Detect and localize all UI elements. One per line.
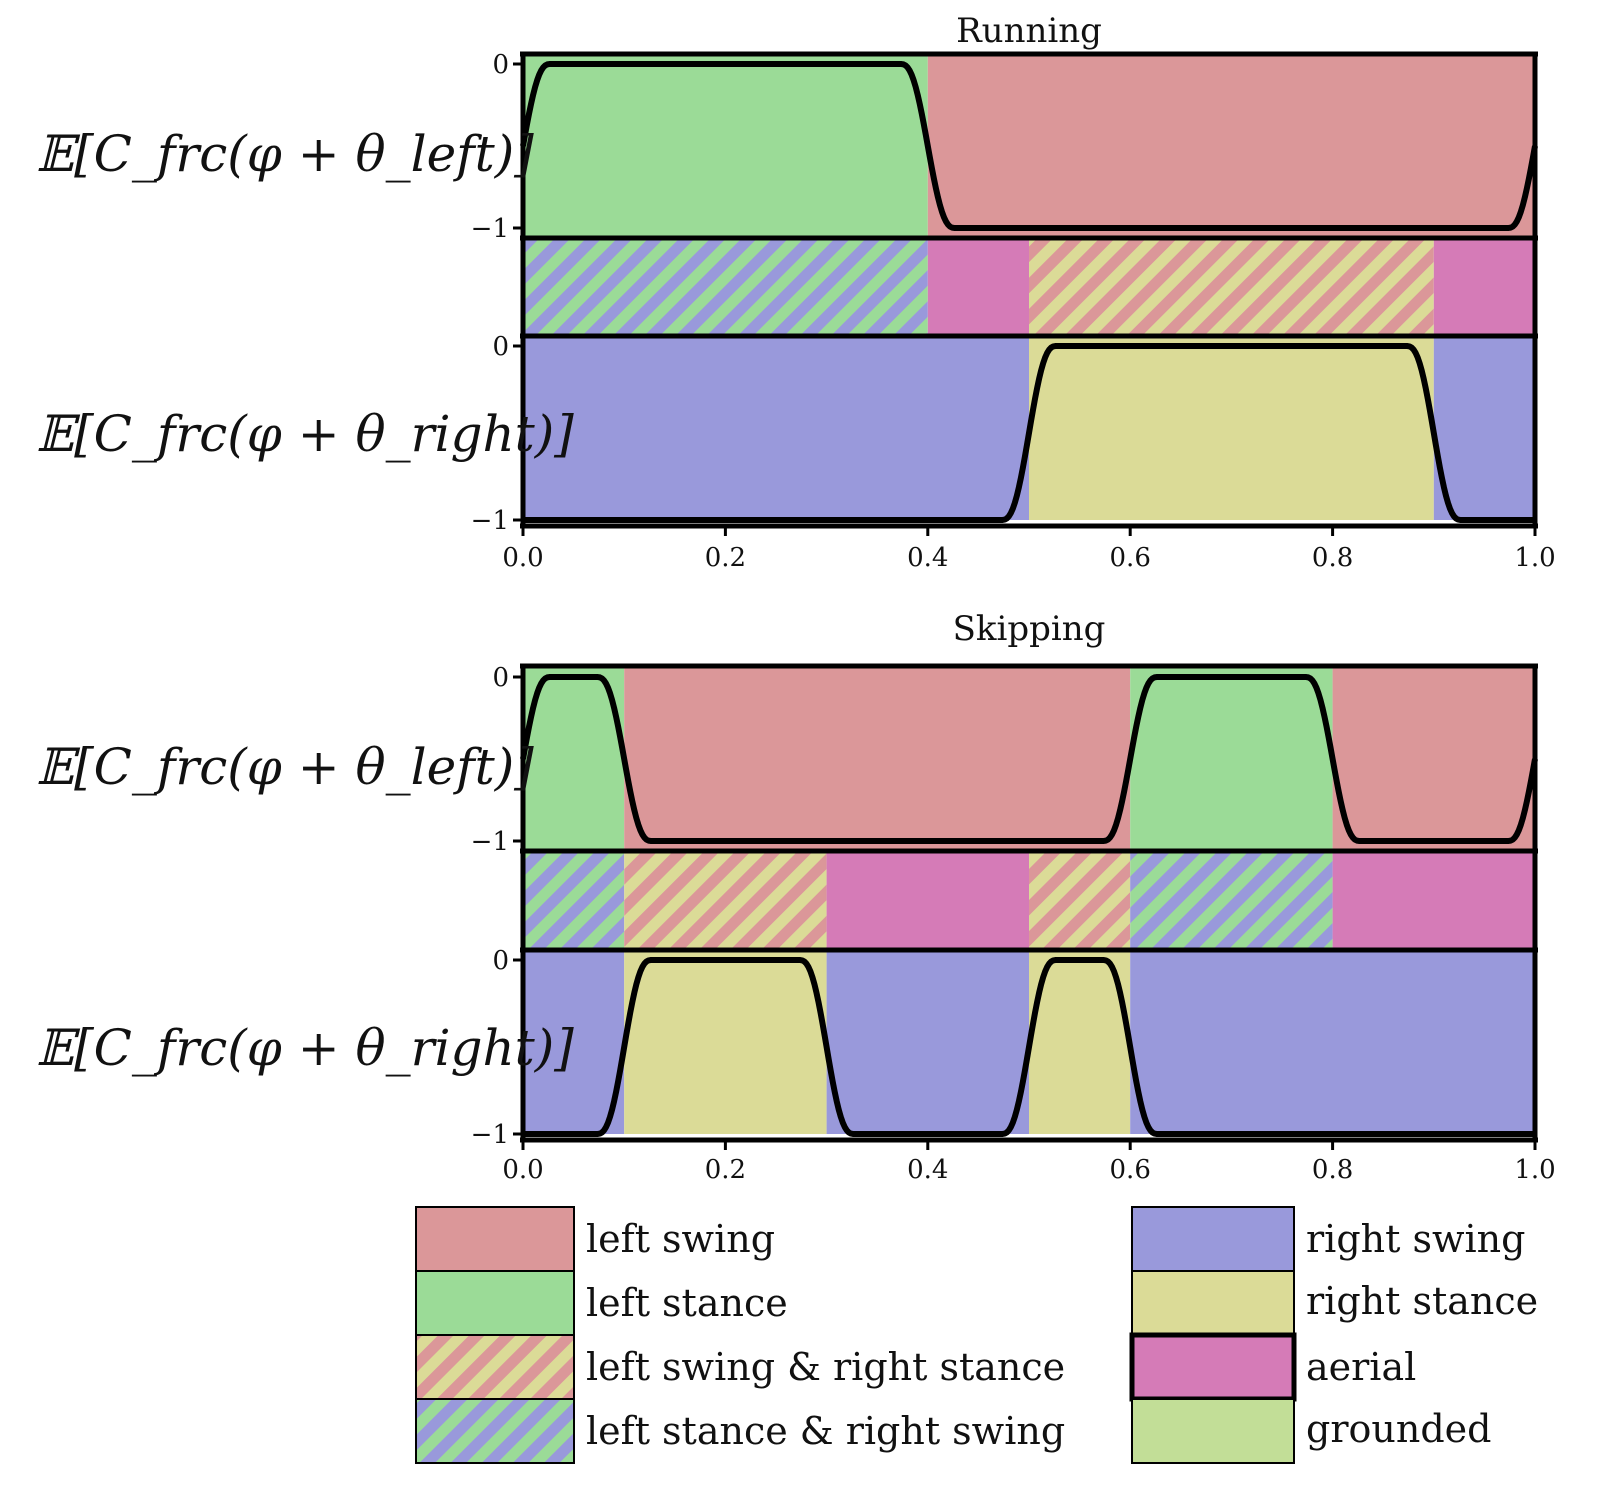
ylabel-left-foot: 𝔼[C_frc(φ + θ_left)] xyxy=(36,738,534,796)
left-foot-cost-curve xyxy=(520,61,1538,231)
legend-label-right-stance: right stance xyxy=(1306,1279,1538,1323)
legend-swatch-left-swing-right-stance xyxy=(415,1334,575,1400)
ytick-left-minus1: −1 xyxy=(471,214,509,244)
right-foot-cost-curve xyxy=(522,957,1536,1137)
legend-swatch-right-swing xyxy=(1131,1206,1295,1272)
left-stance-band xyxy=(523,54,928,238)
chart-title: Running xyxy=(956,11,1102,51)
ytick-right-0: 0 xyxy=(492,332,509,362)
legend-label-left-swing: left swing xyxy=(586,1217,775,1261)
right-swing-band xyxy=(826,950,1029,1134)
ylabel-right-foot: 𝔼[C_frc(φ + θ_right)] xyxy=(36,1019,574,1077)
right-swing-band xyxy=(523,950,625,1134)
right-swing-band xyxy=(523,336,1029,520)
running-panel: Running 0 −1 0 −1 0.0 0.2 0.4 0.6 0.8 1.0 𝔼[C_frc(φ… xyxy=(36,11,1556,573)
left-stance-band xyxy=(1130,666,1333,851)
phase-strip-left-swing-right-stance xyxy=(1029,238,1434,336)
legend-label-right-swing: right swing xyxy=(1306,1217,1525,1261)
right-swing-band xyxy=(1130,950,1535,1134)
xtick-label: 0.6 xyxy=(1110,543,1151,573)
left-swing-band xyxy=(927,54,1535,238)
left-swing-band xyxy=(624,666,1131,851)
ylabel-left-foot: 𝔼[C_frc(φ + θ_left)] xyxy=(36,125,534,183)
left-stance-band xyxy=(523,666,625,851)
xtick-label: 0.8 xyxy=(1312,1155,1353,1185)
ytick-right-0: 0 xyxy=(492,946,509,976)
legend-swatch-left-swing xyxy=(415,1206,575,1272)
xtick-label: 0.2 xyxy=(705,1155,746,1185)
legend-label-aerial: aerial xyxy=(1306,1345,1416,1389)
left-swing-band xyxy=(1332,666,1535,851)
xtick-label: 0.4 xyxy=(907,543,948,573)
ytick-left-minus1: −1 xyxy=(471,827,509,857)
xtick-label: 0.4 xyxy=(907,1155,948,1185)
ylabel-right-foot: 𝔼[C_frc(φ + θ_right)] xyxy=(36,405,574,463)
ytick-right-minus1: −1 xyxy=(471,1120,509,1150)
xtick-label: 1.0 xyxy=(1514,543,1555,573)
xtick-label: 0.0 xyxy=(502,543,543,573)
phase-strip-left-swing-right-stance xyxy=(624,851,827,950)
phase-strip-aerial xyxy=(826,851,1029,950)
left-foot-cost-curve xyxy=(520,674,1538,844)
chart-title: Skipping xyxy=(953,609,1106,649)
legend-swatch-left-stance xyxy=(415,1270,575,1336)
phase-strip-left-swing-right-stance xyxy=(1029,851,1131,950)
phase-strip-aerial xyxy=(1332,851,1535,950)
phase-strip-aerial xyxy=(927,238,1029,336)
legend-label-left-stance-right-swing: left stance & right swing xyxy=(586,1409,1065,1453)
legend-swatch-grounded xyxy=(1131,1398,1295,1464)
right-stance-band xyxy=(1029,950,1131,1134)
right-stance-band xyxy=(1029,336,1434,520)
legend-swatch-aerial xyxy=(1129,1332,1297,1402)
legend-swatch-left-stance-right-swing xyxy=(415,1398,575,1464)
phase-strip-left-stance-right-swing xyxy=(523,851,625,950)
xtick-label: 0.0 xyxy=(502,1155,543,1185)
legend-label-grounded: grounded xyxy=(1306,1407,1491,1451)
xtick-label: 1.0 xyxy=(1514,1155,1555,1185)
ytick-right-minus1: −1 xyxy=(471,506,509,536)
legend-label-left-stance: left stance xyxy=(586,1281,788,1325)
ytick-left-0: 0 xyxy=(492,663,509,693)
phase-strip-left-stance-right-swing xyxy=(1130,851,1333,950)
xtick-label: 0.8 xyxy=(1312,543,1353,573)
phase-strip-aerial xyxy=(1433,238,1535,336)
legend-swatch-right-stance xyxy=(1131,1270,1295,1336)
legend: left swing left stance left swing & righ… xyxy=(415,1206,1538,1464)
phase-strip-left-stance-right-swing xyxy=(523,238,928,336)
xtick-label: 0.6 xyxy=(1110,1155,1151,1185)
right-swing-band xyxy=(1433,336,1535,520)
skipping-panel: Skipping 0 −1 0 −1 0.0 0.2 0.4 0.6 0.8 1.0 𝔼[C_frc(… xyxy=(36,609,1556,1185)
xtick-label: 0.2 xyxy=(705,543,746,573)
legend-label-left-swing-right-stance: left swing & right stance xyxy=(586,1345,1065,1389)
ytick-left-0: 0 xyxy=(492,50,509,80)
right-foot-cost-curve xyxy=(522,343,1536,523)
right-stance-band xyxy=(624,950,827,1134)
